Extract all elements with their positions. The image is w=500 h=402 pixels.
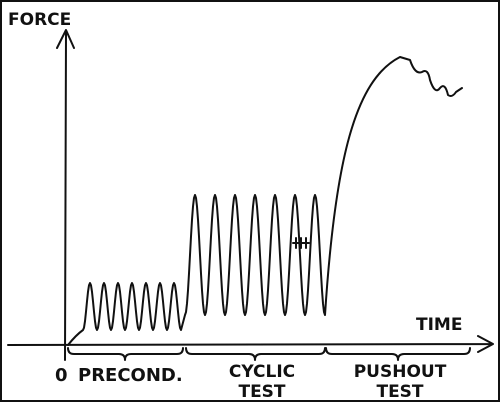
phase-label: TEST <box>376 382 423 402</box>
x-axis-label: TIME <box>416 315 462 335</box>
phase-label: CYCLIC <box>229 362 295 382</box>
phase-label: PUSHOUT <box>354 362 447 382</box>
mark <box>292 237 310 249</box>
brace <box>185 347 326 361</box>
phase-label: TEST <box>238 382 285 402</box>
phase-label: PRECOND. <box>78 365 183 386</box>
brace <box>67 347 184 361</box>
force-curve <box>67 56 463 346</box>
x-axis <box>7 335 494 353</box>
brace <box>325 347 471 361</box>
origin-label: 0 <box>55 365 68 386</box>
y-axis <box>56 29 75 361</box>
y-axis-label: FORCE <box>8 10 71 30</box>
